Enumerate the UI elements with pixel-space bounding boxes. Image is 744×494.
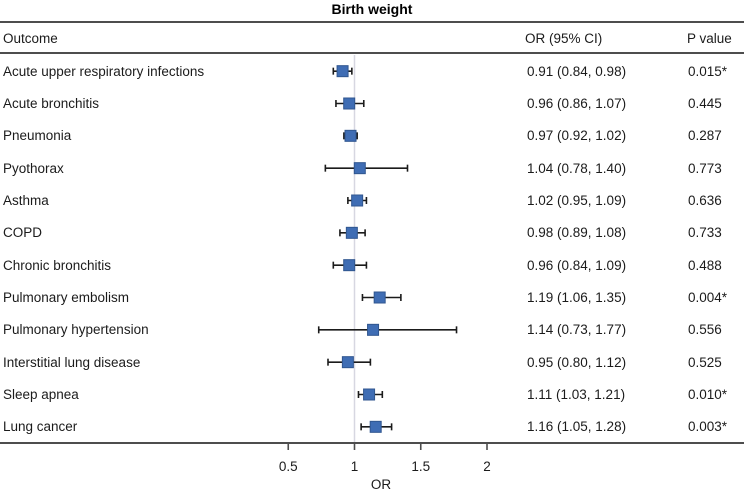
or-ci-value: 0.97 (0.92, 1.02) [527,128,627,144]
outcome-label: Acute upper respiratory infections [3,63,205,79]
p-value: 0.525 [688,354,722,370]
outcome-row: Pneumonia 0.97 (0.92, 1.02) 0.287 [0,120,744,152]
axis-tick-label: 1.5 [411,459,430,474]
column-header-p-value: P value [687,31,732,46]
outcome-label: Acute bronchitis [3,96,100,111]
p-value: 0.733 [688,225,722,241]
or-ci-value: 1.11 (1.03, 1.21) [527,387,626,402]
outcome-row: Asthma 1.02 (0.95, 1.09) 0.636 [0,185,744,217]
or-ci-value: 0.98 (0.89, 1.08) [527,225,627,241]
x-axis-line [0,442,744,444]
axis-tick-label: 0.5 [279,459,298,474]
outcome-row: Pulmonary hypertension 1.14 (0.73, 1.77) 0… [0,314,744,346]
or-ci-value: 0.91 (0.84, 0.98) [527,63,627,79]
outcome-label: Asthma [3,193,49,208]
outcome-label: Chronic bronchitis [3,257,112,273]
outcome-label: COPD [3,225,43,241]
p-value: 0.556 [688,322,722,338]
chart-title: Birth weight [331,1,413,17]
axis-tick-label: 1 [351,459,359,474]
p-value: 0.488 [688,257,722,273]
outcome-label: Pyothorax [3,160,64,176]
outcome-label: Pulmonary hypertension [3,322,149,338]
outcome-row: Pyothorax 1.04 (0.78, 1.40) 0.773 [0,152,744,184]
outcome-label: Interstitial lung disease [3,354,141,370]
outcome-row: COPD 0.98 (0.89, 1.08) 0.733 [0,217,744,249]
or-ci-value: 0.96 (0.84, 1.09) [527,257,627,273]
or-ci-value: 1.14 (0.73, 1.77) [527,322,627,338]
or-ci-value: 0.96 (0.86, 1.07) [527,96,627,111]
header-bottom-rule [0,52,744,54]
or-ci-value: 0.95 (0.80, 1.12) [527,354,627,370]
p-value: 0.445 [688,96,722,111]
outcome-row: Acute upper respiratory infections 0.91 (… [0,55,744,87]
p-value: 0.010* [688,387,728,402]
x-axis-label: OR [370,477,392,492]
or-ci-value: 1.04 (0.78, 1.40) [527,160,627,176]
column-header-or-ci: OR (95% CI) [525,31,603,46]
or-ci-value: 1.16 (1.05, 1.28) [527,419,627,435]
column-header-outcome: Outcome [3,31,58,46]
or-ci-value: 1.02 (0.95, 1.09) [527,193,627,208]
p-value: 0.773 [688,160,722,176]
outcome-row: Acute bronchitis 0.96 (0.86, 1.07) 0.445 [0,88,744,120]
outcome-row: Interstitial lung disease 0.95 (0.80, 1.1… [0,346,744,378]
outcome-label: Pneumonia [3,128,72,144]
outcome-row: Lung cancer 1.16 (1.05, 1.28) 0.003* [0,411,744,443]
p-value: 0.636 [688,193,722,208]
or-ci-value: 1.19 (1.06, 1.35) [527,290,627,305]
axis-tick-label: 2 [483,459,491,474]
outcome-label: Lung cancer [3,419,78,435]
header-top-rule [0,21,744,23]
outcome-label: Pulmonary embolism [3,290,130,305]
outcome-label: Sleep apnea [3,387,79,402]
p-value: 0.003* [688,419,728,435]
outcome-row: Chronic bronchitis 0.96 (0.84, 1.09) 0.488 [0,249,744,281]
p-value: 0.004* [688,290,728,305]
outcome-row: Sleep apnea 1.11 (1.03, 1.21) 0.010* [0,379,744,411]
outcome-row: Pulmonary embolism 1.19 (1.06, 1.35) 0.004… [0,282,744,314]
p-value: 0.015* [688,63,728,79]
p-value: 0.287 [688,128,722,144]
